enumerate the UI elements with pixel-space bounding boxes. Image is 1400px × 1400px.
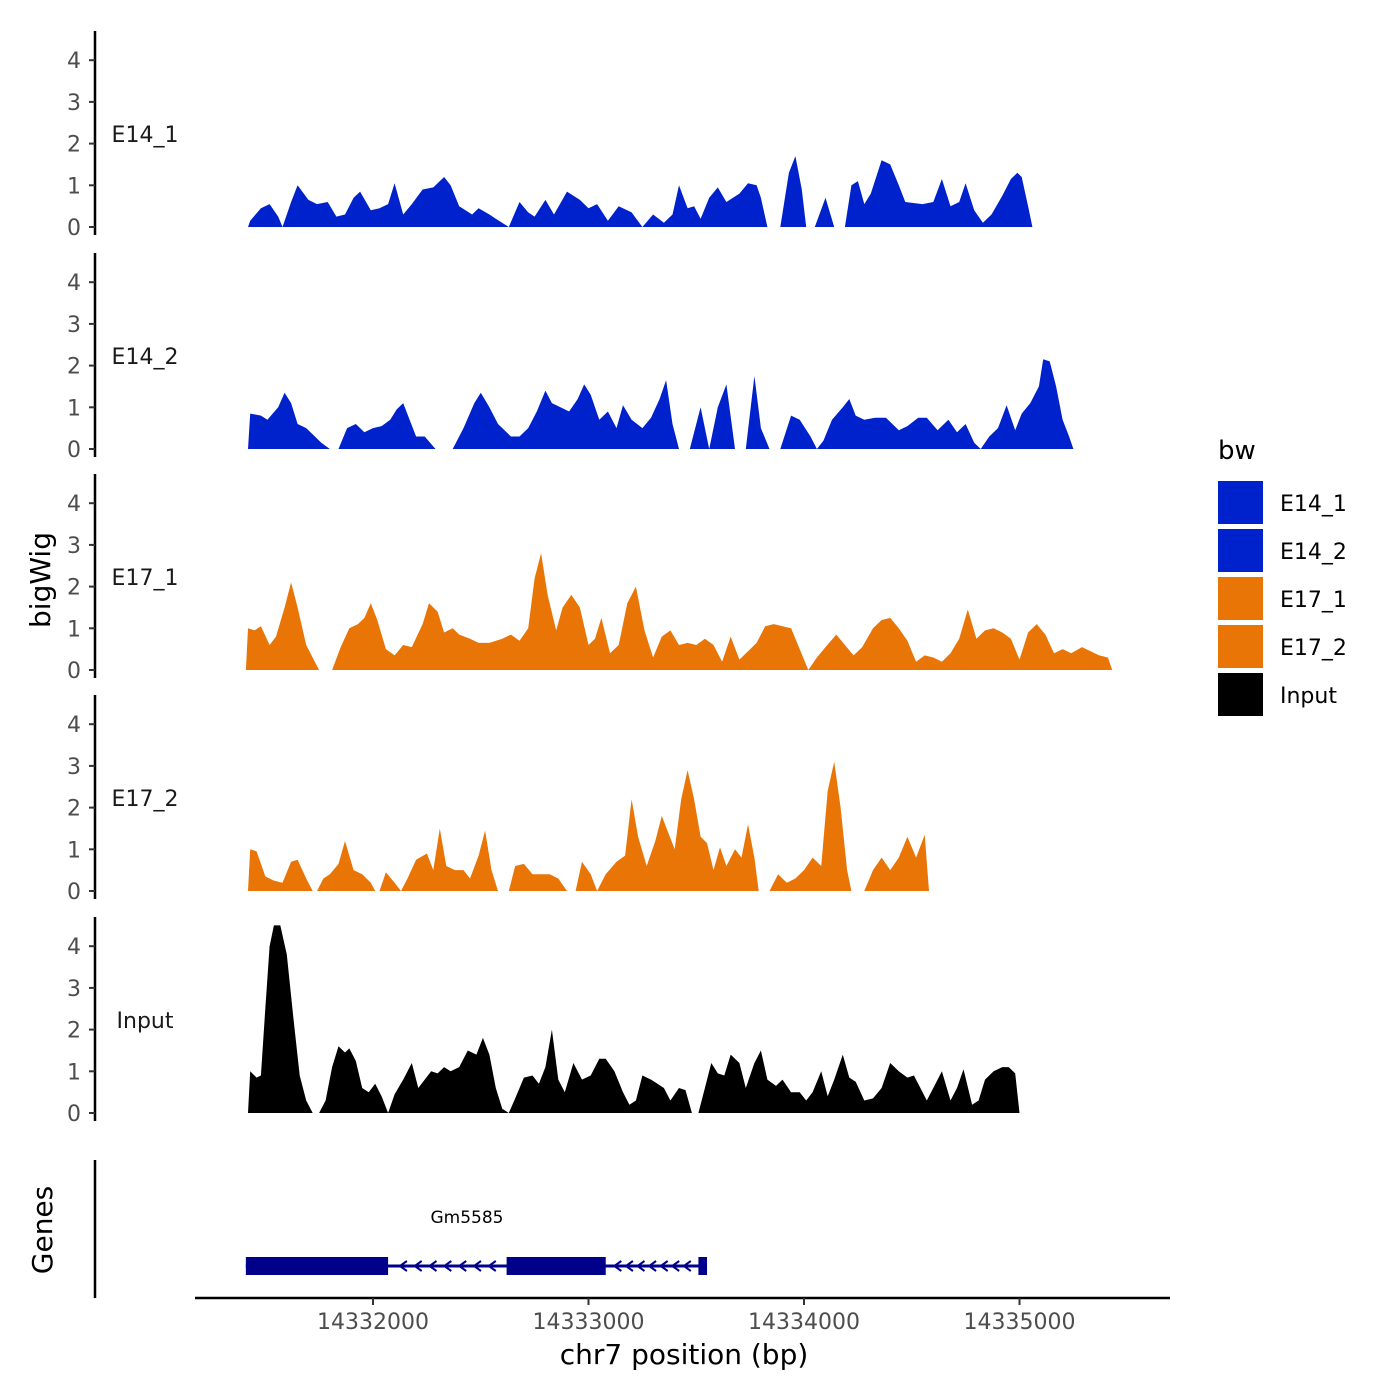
strand-arrow — [624, 1260, 634, 1272]
gene-exon — [245, 1257, 389, 1275]
legend-label: E17_2 — [1280, 636, 1347, 661]
legend-item-e17-1: E17_1 — [1218, 577, 1347, 620]
legend: bw E14_1 E14_2 E17_1 E17_2 Input — [1218, 436, 1347, 716]
y-tick-label: 0 — [67, 659, 81, 684]
y-tick-label: 0 — [67, 1102, 81, 1127]
legend-item-e14-1: E14_1 — [1218, 481, 1347, 524]
track-panel-e17-2: 0 1 2 3 4 E17_2 — [67, 695, 929, 905]
legend-item-e17-2: E17_2 — [1218, 625, 1347, 668]
strand-arrow — [682, 1260, 692, 1272]
y-tick-label: 0 — [67, 216, 81, 241]
strand-arrow — [487, 1260, 497, 1272]
legend-title: bw — [1218, 436, 1256, 466]
legend-label: E14_2 — [1280, 540, 1347, 565]
coverage-area-e17-1 — [245, 553, 1113, 670]
y-tick-label: 2 — [67, 797, 81, 822]
legend-swatch — [1218, 625, 1263, 668]
track-panel-input: 0 1 2 3 4 Input — [67, 917, 1020, 1127]
y-tick-label: 0 — [67, 880, 81, 905]
strand-arrow — [398, 1260, 408, 1272]
track-panel-e17-1: 0 1 2 3 4 E17_1 — [67, 474, 1113, 684]
genes-track: Gm5585 — [93, 1160, 708, 1298]
strand-arrow — [647, 1260, 657, 1272]
y-tick-label: 2 — [67, 576, 81, 601]
gene-name-label: Gm5585 — [431, 1208, 504, 1228]
legend-item-e14-2: E14_2 — [1218, 529, 1347, 572]
track-label: E14_1 — [112, 123, 179, 148]
track-panel-e14-2: 0 1 2 3 4 E14_2 — [67, 253, 1074, 463]
x-tick-label: 14334000 — [748, 1310, 860, 1335]
y-tick-label: 2 — [67, 133, 81, 158]
y-tick-label: 3 — [67, 91, 81, 116]
track-label: Input — [117, 1009, 174, 1034]
coverage-area-e17-2 — [248, 761, 929, 891]
strand-arrow — [658, 1260, 669, 1272]
track-label: E17_1 — [112, 566, 179, 591]
strand-arrow — [612, 1260, 622, 1272]
strand-arrow — [457, 1260, 467, 1272]
y-tick-label: 3 — [67, 313, 81, 338]
y-tick-label: 3 — [67, 977, 81, 1002]
track-label: E14_2 — [112, 345, 179, 370]
gene-exon — [698, 1257, 708, 1275]
strand-arrow — [670, 1260, 680, 1272]
legend-swatch — [1218, 577, 1263, 620]
gene-exon — [506, 1257, 606, 1275]
strand-arrow — [635, 1260, 646, 1272]
legend-item-input: Input — [1218, 673, 1337, 716]
x-axis-title: chr7 position (bp) — [560, 1338, 809, 1371]
y-tick-label: 1 — [67, 838, 81, 863]
coverage-area-input — [248, 925, 1020, 1113]
strand-arrow — [412, 1260, 423, 1272]
y-tick-label: 4 — [67, 935, 81, 960]
y-tick-label: 1 — [67, 1060, 81, 1085]
x-axis: 14332000 14333000 14334000 14335000 — [195, 1296, 1170, 1335]
strand-arrow — [472, 1260, 482, 1272]
genes-track-label: Genes — [26, 1186, 59, 1274]
track-panels: 0 1 2 3 4 E14_1 0 1 2 3 4 E14_2 0 1 2 3 4 E17_1 0 1 2 3 4 E17_2… — [67, 31, 1113, 1127]
legend-swatch — [1218, 481, 1263, 524]
y-tick-label: 4 — [67, 492, 81, 517]
y-tick-label: 4 — [67, 713, 81, 738]
y-tick-label: 1 — [67, 174, 81, 199]
y-tick-label: 0 — [67, 438, 81, 463]
legend-swatch — [1218, 529, 1263, 572]
x-tick-label: 14333000 — [533, 1310, 645, 1335]
y-tick-label: 1 — [67, 396, 81, 421]
track-label: E17_2 — [112, 787, 179, 812]
strand-arrow — [427, 1260, 438, 1272]
y-tick-label: 3 — [67, 755, 81, 780]
y-tick-label: 3 — [67, 534, 81, 559]
legend-label: Input — [1280, 684, 1337, 709]
x-tick-label: 14332000 — [317, 1310, 429, 1335]
y-axis-title: bigWig — [24, 532, 57, 628]
y-tick-label: 4 — [67, 271, 81, 296]
coverage-area-e14-2 — [248, 359, 1074, 449]
legend-swatch — [1218, 673, 1263, 716]
y-tick-label: 4 — [67, 49, 81, 74]
y-tick-label: 2 — [67, 355, 81, 380]
legend-label: E14_1 — [1280, 492, 1347, 517]
x-tick-label: 14335000 — [964, 1310, 1076, 1335]
strand-arrow — [442, 1260, 452, 1272]
y-tick-label: 1 — [67, 617, 81, 642]
legend-label: E17_1 — [1280, 588, 1347, 613]
coverage-area-e14-1 — [248, 156, 1033, 227]
track-panel-e14-1: 0 1 2 3 4 E14_1 — [67, 31, 1033, 241]
y-tick-label: 2 — [67, 1019, 81, 1044]
